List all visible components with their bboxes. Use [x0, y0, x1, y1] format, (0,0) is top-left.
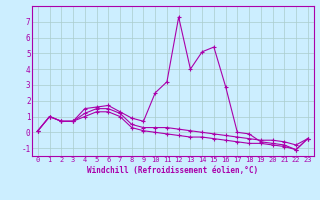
X-axis label: Windchill (Refroidissement éolien,°C): Windchill (Refroidissement éolien,°C) — [87, 166, 258, 175]
